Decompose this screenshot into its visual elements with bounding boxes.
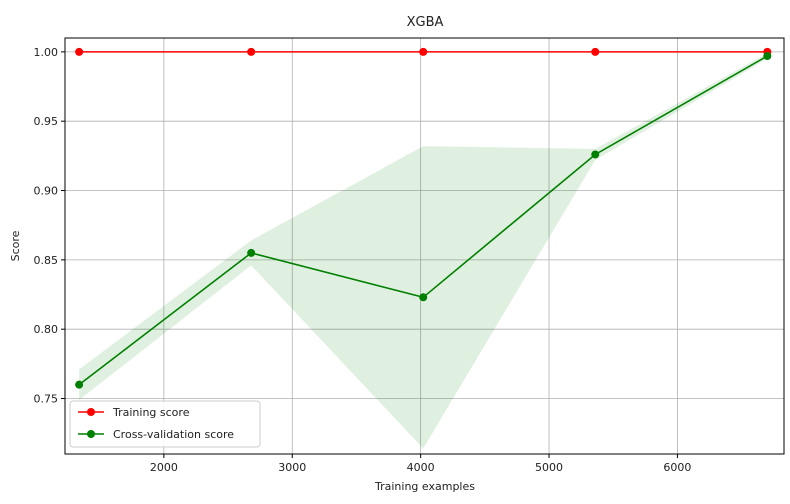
legend-label-cv: Cross-validation score xyxy=(113,428,234,441)
x-tick-label: 4000 xyxy=(407,461,435,474)
y-tick-label: 0.95 xyxy=(34,115,59,128)
point-cv xyxy=(591,150,600,159)
legend-box xyxy=(69,400,261,448)
x-tick-label: 3000 xyxy=(278,461,306,474)
legend-label-training: Training score xyxy=(112,406,190,419)
y-tick-label: 0.75 xyxy=(34,393,59,406)
y-tick-label: 0.80 xyxy=(34,323,59,336)
x-tick-label: 2000 xyxy=(150,461,178,474)
y-ticks: 0.75 0.80 0.85 0.90 0.95 1.00 xyxy=(34,46,65,406)
legend: Training score Cross-validation score xyxy=(69,400,261,448)
score-bands xyxy=(79,53,768,449)
point-cv xyxy=(75,380,84,389)
y-axis-label: Score xyxy=(9,230,22,261)
chart-title: XGBA xyxy=(407,15,444,30)
y-tick-label: 1.00 xyxy=(34,46,59,59)
point-training xyxy=(247,47,256,56)
band-cv xyxy=(79,53,768,449)
x-tick-label: 5000 xyxy=(535,461,563,474)
score-points xyxy=(75,47,772,389)
x-axis-label: Training examples xyxy=(374,480,475,493)
point-cv xyxy=(247,248,256,257)
legend-marker-training xyxy=(87,408,95,416)
point-training xyxy=(75,47,84,56)
point-cv xyxy=(763,52,772,61)
point-training xyxy=(591,47,600,56)
x-tick-label: 6000 xyxy=(663,461,691,474)
x-ticks: 2000 3000 4000 5000 6000 xyxy=(150,454,691,474)
point-cv xyxy=(419,293,428,302)
y-tick-label: 0.90 xyxy=(34,185,59,198)
point-training xyxy=(419,47,428,56)
legend-marker-cv xyxy=(87,430,95,438)
y-tick-label: 0.85 xyxy=(34,254,59,267)
plot-frame xyxy=(64,37,785,455)
